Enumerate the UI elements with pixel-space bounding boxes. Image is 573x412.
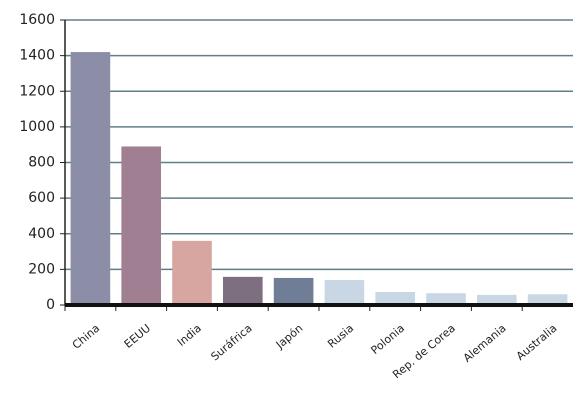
x-tick-label: Polonia	[368, 322, 407, 357]
bar	[273, 277, 314, 305]
y-tick-label: 1600	[19, 12, 55, 28]
bar	[222, 276, 263, 305]
x-tick-label: Japón	[273, 322, 306, 352]
y-tick-label: 0	[46, 297, 55, 313]
bar	[172, 240, 212, 305]
bar	[324, 280, 365, 305]
y-tick-label: 1400	[19, 48, 55, 64]
bar	[121, 146, 162, 305]
x-tick-label: Australia	[514, 322, 560, 363]
bar	[476, 294, 517, 305]
bar	[70, 52, 111, 305]
y-tick-label: 800	[28, 155, 55, 171]
x-tick-label: China	[70, 322, 102, 352]
y-tick-label: 600	[28, 190, 55, 206]
x-tick-label: EEUU	[122, 322, 153, 351]
bar	[375, 291, 416, 305]
y-tick-label: 400	[28, 226, 55, 242]
x-tick-label: Alemania	[461, 322, 509, 365]
x-tick-label: Rusia	[325, 322, 356, 351]
y-tick-label: 200	[28, 261, 55, 277]
y-tick-label: 1000	[19, 119, 55, 135]
y-tick-label: 1200	[19, 83, 55, 99]
x-tick-label: Suráfrica	[208, 322, 254, 364]
bar	[426, 293, 466, 305]
x-tick-label: India	[175, 322, 204, 349]
bar	[527, 294, 568, 305]
